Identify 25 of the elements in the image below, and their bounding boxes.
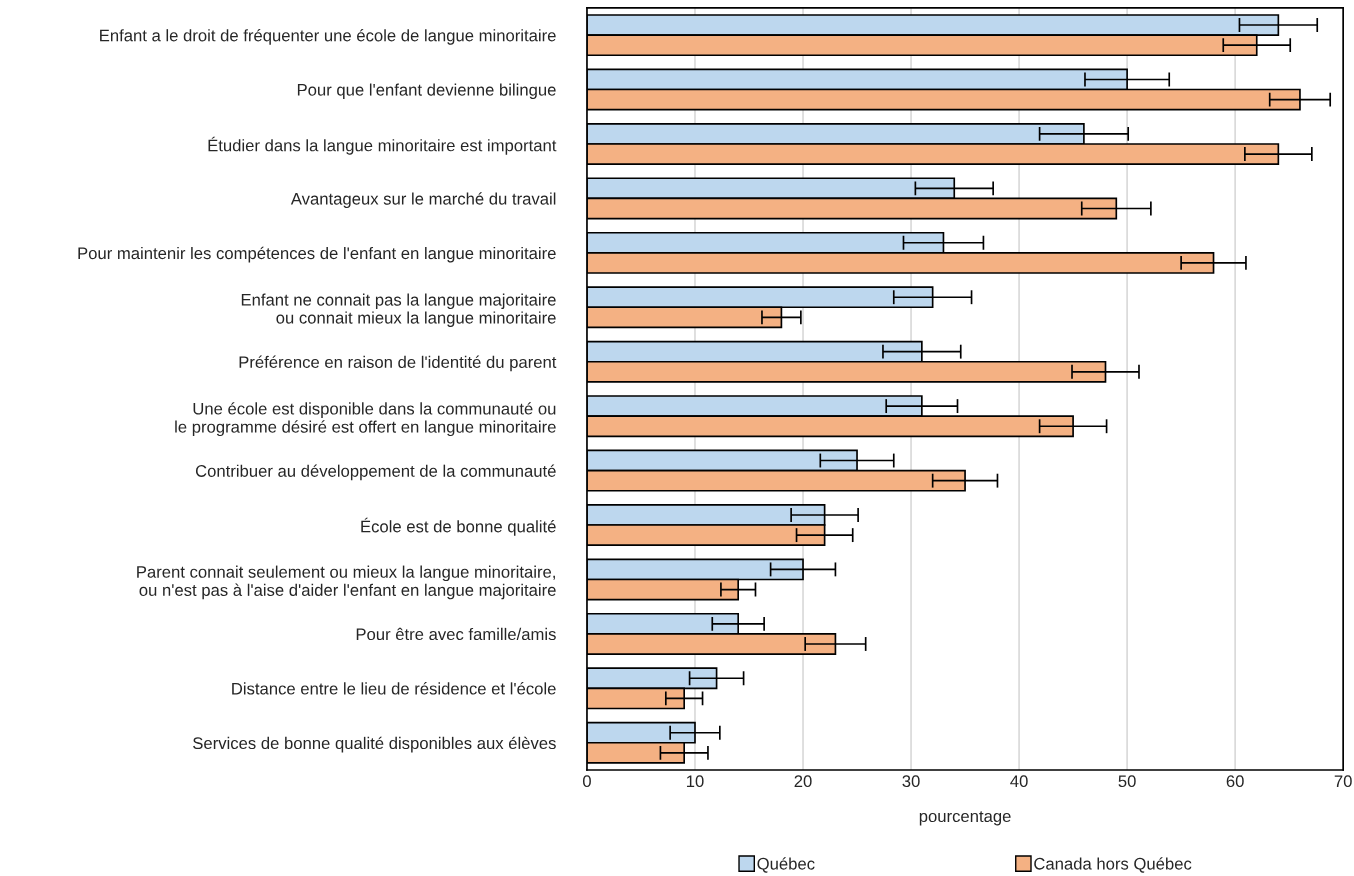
y-tick-label: Une école est disponible dans la communauté ou le programme désiré est offert en langue minoritaire [175, 402, 556, 437]
x-tick-label: 40 [1010, 775, 1028, 788]
x-tick-label: 10 [686, 775, 704, 788]
x-tick-label: 50 [1118, 775, 1136, 788]
y-tick-label: Services de bonne qualité disponibles aux élèves [193, 736, 556, 753]
y-tick-label: Parent connait seulement ou mieux la langue minoritaire, ou n'est pas à l'aise d'aider l'enfant en langue majoritaire [137, 565, 556, 600]
x-tick-label: 0 [582, 775, 591, 788]
y-tick-label: École est de bonne qualité [361, 517, 556, 536]
y-tick-label: Pour être avec famille/amis [356, 627, 556, 641]
x-axis-title: pourcentage [919, 811, 1011, 826]
y-tick-label: Distance entre le lieu de résidence et l'école [232, 682, 556, 695]
x-tick-label: 70 [1334, 775, 1352, 788]
x-tick-label: 30 [902, 775, 920, 788]
y-tick-label: Enfant ne connait pas la langue majoritaire ou connait mieux la langue minoritaire [241, 293, 556, 327]
y-tick-label: Préférence en raison de l'identité du parent [239, 355, 557, 372]
x-tick-label: 60 [1226, 775, 1244, 788]
y-tick-label: Avantageux sur le marché du travail [290, 192, 556, 209]
y-tick-label: Contribuer au développement de la communauté [195, 464, 556, 481]
y-tick-label: Enfant a le droit de fréquenter une école de langue minoritaire [100, 28, 556, 45]
legend-label: Québec [757, 857, 815, 873]
x-tick-label: 20 [794, 775, 812, 788]
y-tick-label: Pour que l'enfant devienne bilingue [297, 83, 556, 100]
y-tick-label: Étudier dans la langue minoritaire est important [208, 136, 557, 155]
legend-label: Canada hors Québec [1034, 857, 1192, 873]
y-tick-label: Pour maintenir les compétences de l'enfant en langue minoritaire [78, 246, 556, 263]
